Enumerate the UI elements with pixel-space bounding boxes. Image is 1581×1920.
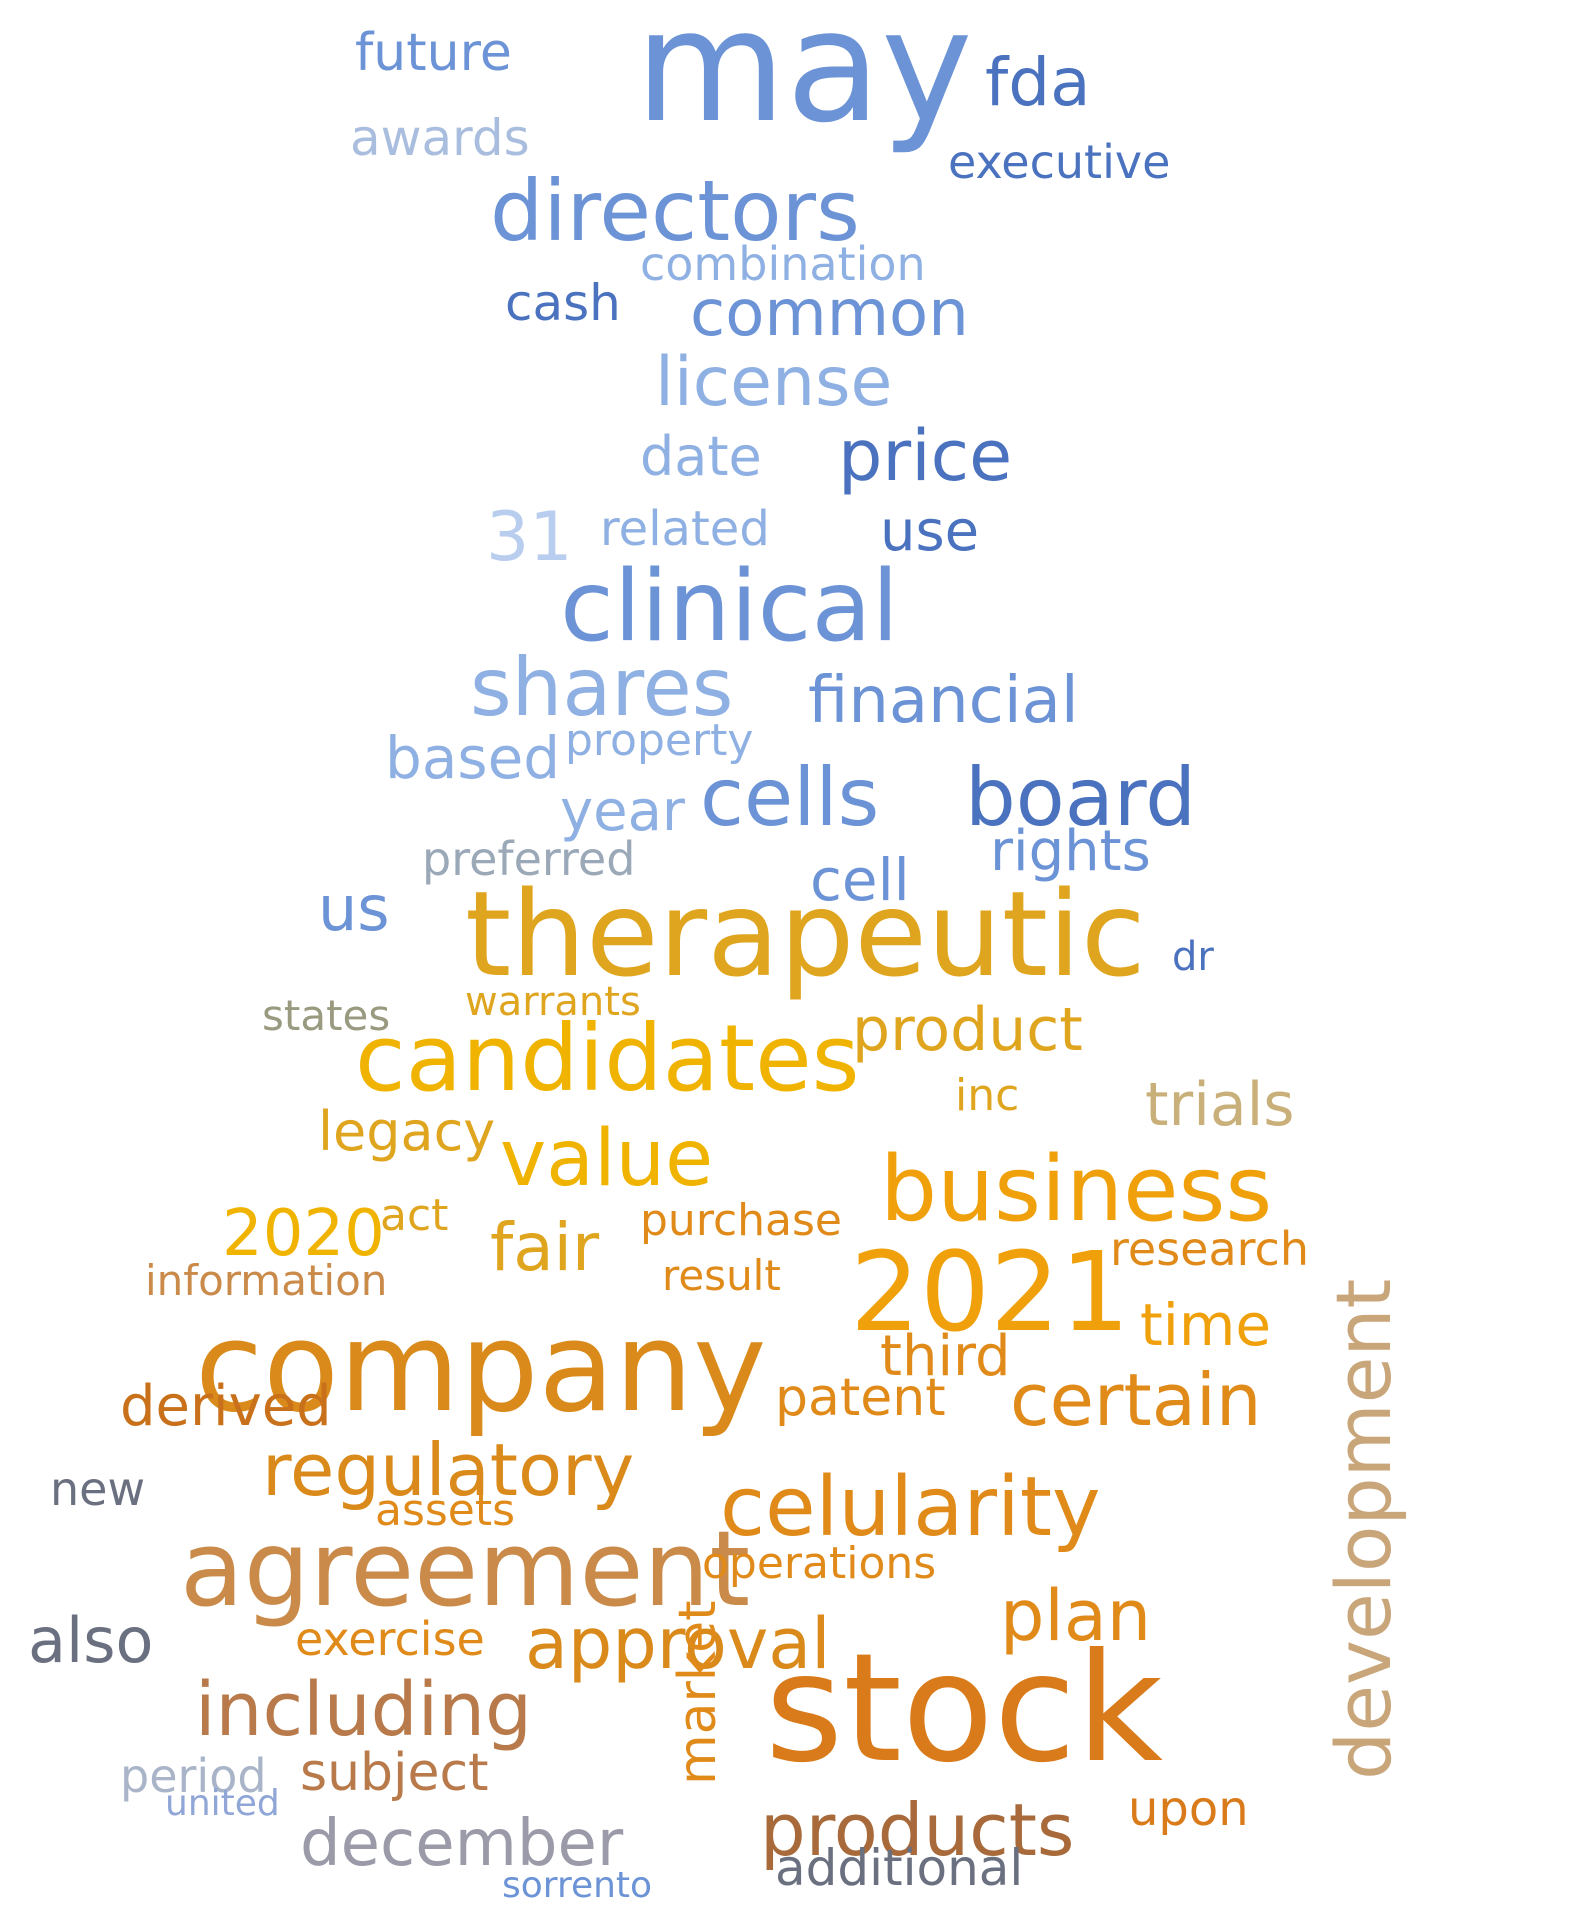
word-2021: 2021 xyxy=(850,1228,1130,1356)
word-cash: cash xyxy=(505,274,621,332)
word-trials: trials xyxy=(1145,1070,1295,1140)
word-products: products xyxy=(760,1788,1074,1872)
word-board: board xyxy=(965,751,1196,844)
word-new: new xyxy=(50,1462,145,1516)
word-inc: inc xyxy=(955,1070,1019,1121)
word-also: also xyxy=(28,1604,153,1677)
word-combination: combination xyxy=(640,237,926,291)
word-stock: stock xyxy=(765,1622,1163,1796)
word-executive: executive xyxy=(948,135,1170,189)
word-subject: subject xyxy=(300,1743,488,1803)
word-operations: operations xyxy=(702,1538,936,1589)
word-period: period xyxy=(120,1749,267,1803)
word-property: property xyxy=(565,715,753,766)
word-patent: patent xyxy=(775,1368,946,1428)
word-us: us xyxy=(318,872,390,945)
word-warrants: warrants xyxy=(465,979,641,1025)
word-sorrento: sorrento xyxy=(502,1865,652,1906)
word-plan: plan xyxy=(1000,1575,1151,1657)
word-candidates: candidates xyxy=(355,1005,860,1112)
word-price: price xyxy=(838,415,1012,497)
word-cell: cell xyxy=(810,846,910,914)
word-therapeutic: therapeutic xyxy=(465,865,1146,1003)
word-financial: financial xyxy=(808,664,1079,738)
word-third: third xyxy=(880,1324,1011,1389)
word-including: including xyxy=(195,1667,532,1753)
word-related: related xyxy=(600,501,770,557)
word-additional: additional xyxy=(775,1839,1023,1897)
word-company: company xyxy=(195,1296,767,1440)
word-exercise: exercise xyxy=(295,1612,485,1666)
word-fair: fair xyxy=(490,1209,600,1286)
word-agreement: agreement xyxy=(180,1508,750,1630)
word-information: information xyxy=(145,1256,387,1305)
word-states: states xyxy=(262,991,390,1040)
word-may: may xyxy=(635,0,973,157)
word-certain: certain xyxy=(1010,1358,1261,1442)
word-market: market xyxy=(668,1600,728,1785)
word-time: time xyxy=(1140,1291,1271,1359)
word-preferred: preferred xyxy=(422,832,635,886)
word-rights: rights xyxy=(990,819,1151,884)
word-result: result xyxy=(662,1251,781,1300)
word-value: value xyxy=(500,1114,713,1204)
word-approval: approval xyxy=(525,1603,831,1685)
word-dr: dr xyxy=(1172,934,1214,980)
word-based: based xyxy=(385,724,560,792)
word-product: product xyxy=(852,995,1083,1065)
word-directors: directors xyxy=(490,162,860,260)
word-31: 31 xyxy=(486,498,573,577)
word-december: december xyxy=(300,1807,624,1881)
word-awards: awards xyxy=(350,109,530,167)
word-year: year xyxy=(560,779,686,844)
word-united: united xyxy=(165,1783,280,1824)
word-celularity: celularity xyxy=(720,1460,1101,1555)
word-cells: cells xyxy=(700,751,879,844)
word-clinical: clinical xyxy=(560,550,899,664)
word-shares: shares xyxy=(470,641,733,734)
word-future: future xyxy=(355,23,512,83)
word-regulatory: regulatory xyxy=(262,1428,634,1512)
word-fda: fda xyxy=(985,44,1091,121)
word-assets: assets xyxy=(375,1485,515,1536)
word-2020: 2020 xyxy=(222,1197,385,1271)
word-legacy: legacy xyxy=(318,1100,495,1163)
word-derived: derived xyxy=(120,1374,332,1439)
word-business: business xyxy=(880,1137,1272,1242)
word-use: use xyxy=(880,499,979,564)
word-upon: upon xyxy=(1128,1781,1249,1837)
word-development: development xyxy=(1319,1279,1408,1780)
word-research: research xyxy=(1110,1222,1309,1276)
word-purchase: purchase xyxy=(640,1195,842,1246)
word-license: license xyxy=(655,343,892,422)
word-common: common xyxy=(690,277,969,351)
word-act: act xyxy=(380,1190,448,1241)
word-date: date xyxy=(640,425,762,488)
